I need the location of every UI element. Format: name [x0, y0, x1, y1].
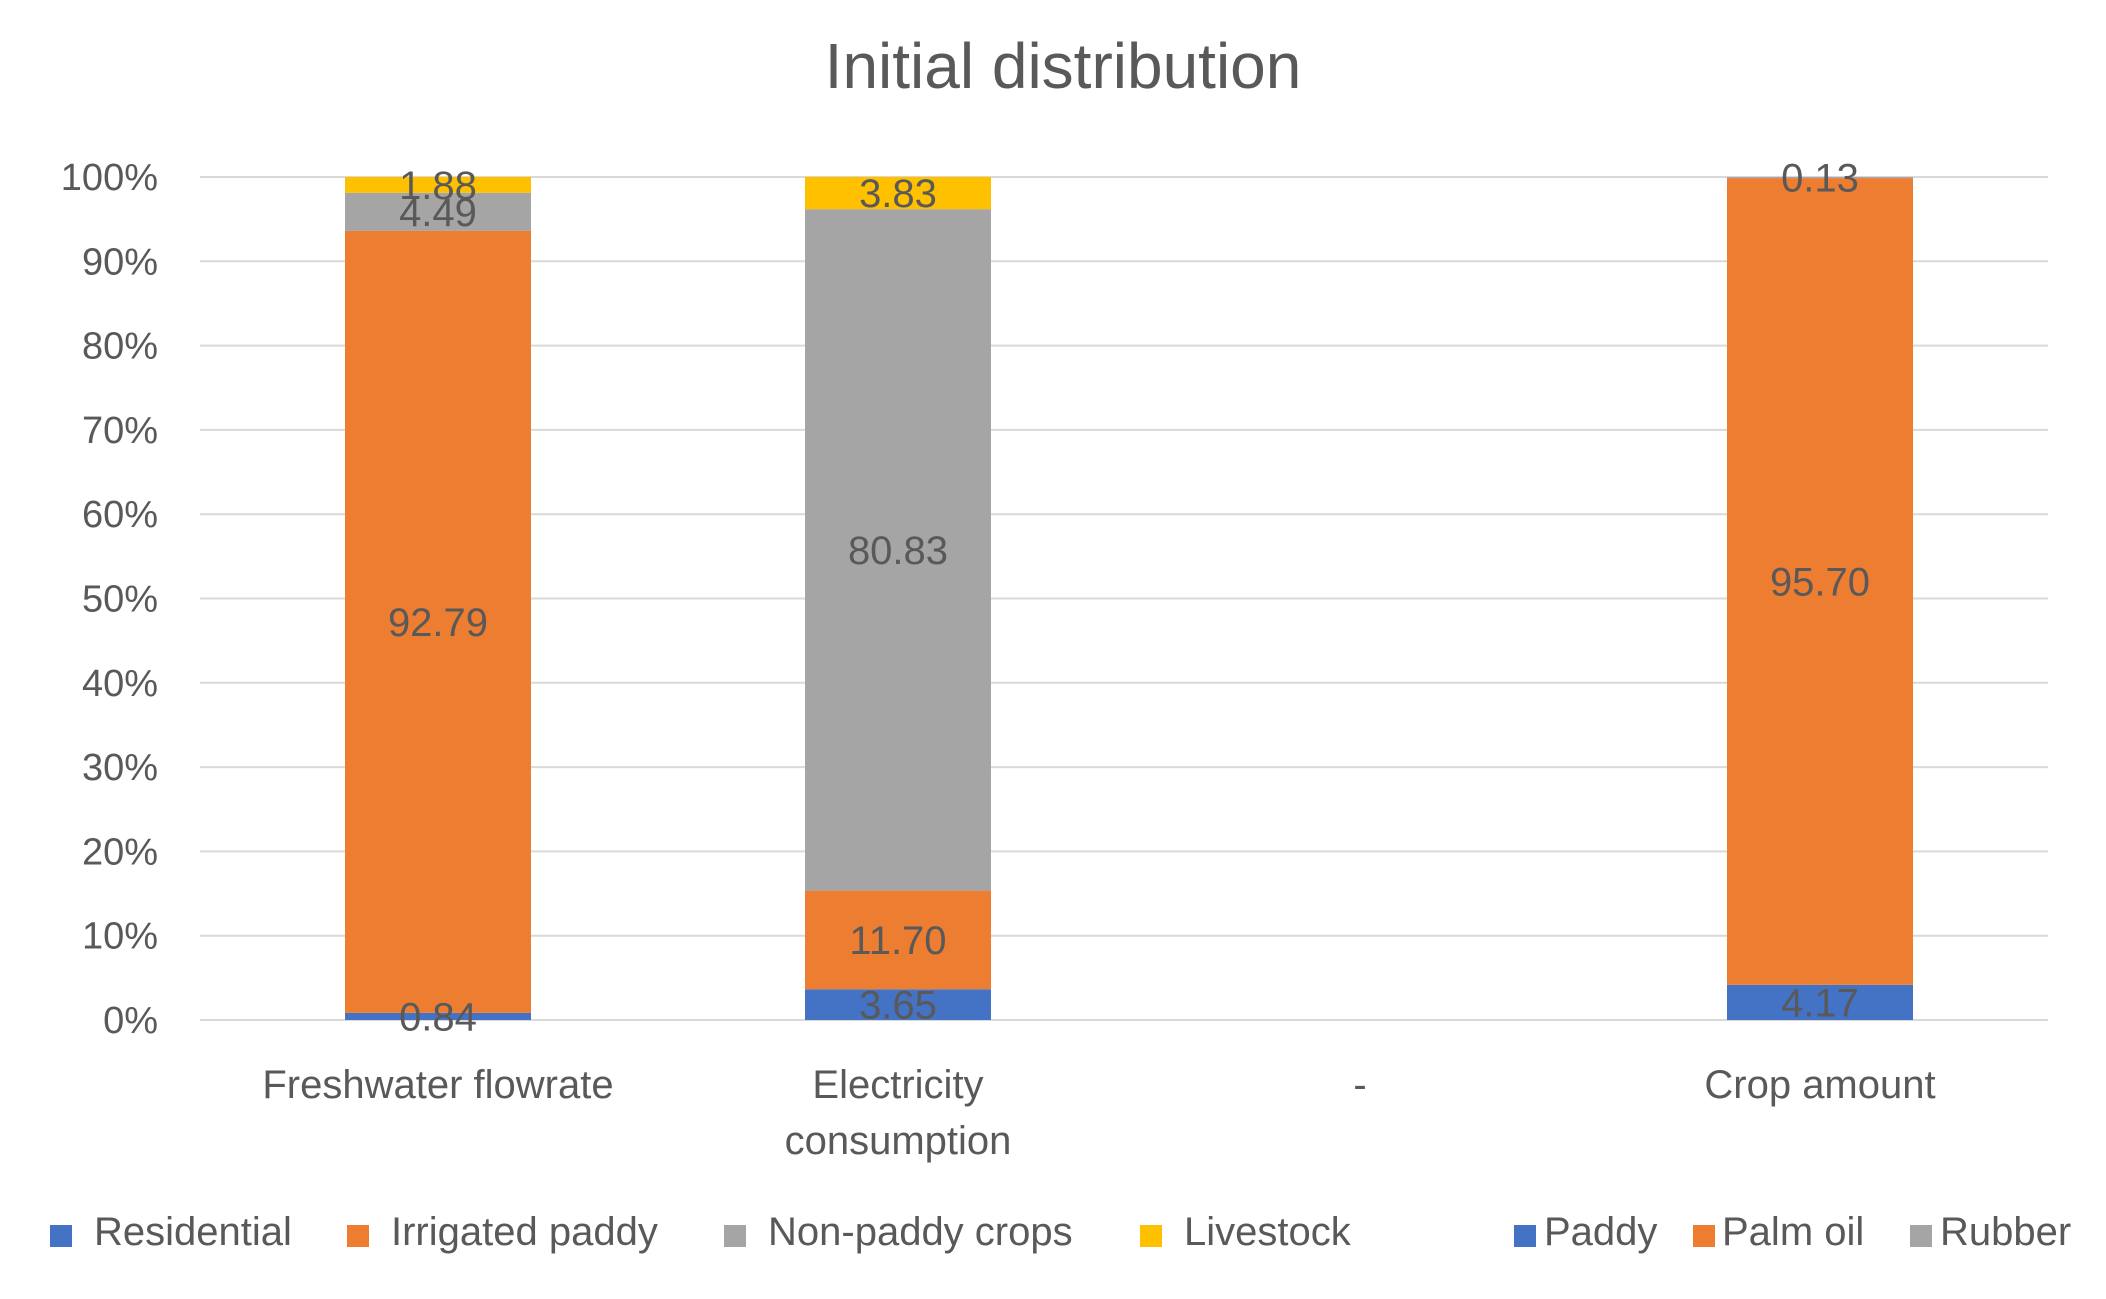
y-tick-label: 50%	[82, 579, 158, 621]
legend-swatch	[1910, 1225, 1932, 1247]
y-tick-label: 90%	[82, 241, 158, 283]
data-label: 0.84	[399, 995, 477, 1039]
legend-swatch	[1140, 1225, 1162, 1247]
bar-segment	[345, 177, 531, 193]
legend-label: Irrigated paddy	[391, 1210, 658, 1254]
data-label: 4.49	[399, 191, 477, 235]
legend-label: Palm oil	[1722, 1210, 1864, 1254]
legend-swatch	[50, 1225, 72, 1247]
bar-segment	[805, 989, 991, 1020]
y-tick-label: 60%	[82, 494, 158, 536]
x-tick-label: consumption	[785, 1119, 1012, 1163]
bar-segment	[805, 176, 991, 210]
bar-segment	[805, 209, 991, 891]
legend-swatch	[347, 1225, 369, 1247]
bar-segment	[345, 192, 531, 231]
bar-segment	[1727, 984, 1913, 1020]
data-label: 1.88	[399, 164, 477, 208]
data-label: 3.83	[859, 172, 937, 216]
data-label: 0.13	[1781, 157, 1859, 201]
legend-label: Rubber	[1940, 1210, 2071, 1254]
x-tick-label: Freshwater flowrate	[262, 1063, 613, 1107]
y-tick-label: 40%	[82, 663, 158, 705]
legend-swatch	[1514, 1225, 1536, 1247]
y-tick-label: 100%	[61, 157, 158, 199]
x-tick-label: -	[1353, 1063, 1366, 1107]
legend-swatch	[724, 1225, 746, 1247]
y-tick-label: 20%	[82, 831, 158, 873]
data-label: 11.70	[849, 919, 946, 963]
data-label: 3.65	[859, 984, 937, 1028]
chart-title: Initial distribution	[825, 30, 1302, 102]
y-tick-label: 10%	[82, 916, 158, 958]
data-label: 4.17	[1781, 981, 1859, 1025]
bar-segment	[1727, 177, 1913, 179]
y-tick-label: 0%	[103, 1000, 158, 1042]
y-tick-label: 70%	[82, 410, 158, 452]
data-label: 80.83	[848, 529, 948, 573]
x-tick-label: Electricity	[812, 1063, 983, 1107]
legend-label: Paddy	[1544, 1210, 1657, 1254]
bar-segment	[345, 230, 531, 1013]
bar-segment	[1727, 178, 1913, 985]
legend-label: Residential	[94, 1210, 292, 1254]
y-tick-label: 80%	[82, 326, 158, 368]
legend-label: Livestock	[1184, 1210, 1352, 1254]
x-tick-label: Crop amount	[1704, 1063, 1935, 1107]
legend-swatch	[1693, 1225, 1715, 1247]
bar-segment	[805, 890, 991, 990]
y-tick-label: 30%	[82, 747, 158, 789]
data-label: 95.70	[1770, 560, 1870, 604]
legend-label: Non-paddy crops	[768, 1210, 1073, 1254]
bar-segment	[345, 1012, 531, 1020]
data-label: 92.79	[388, 601, 488, 645]
